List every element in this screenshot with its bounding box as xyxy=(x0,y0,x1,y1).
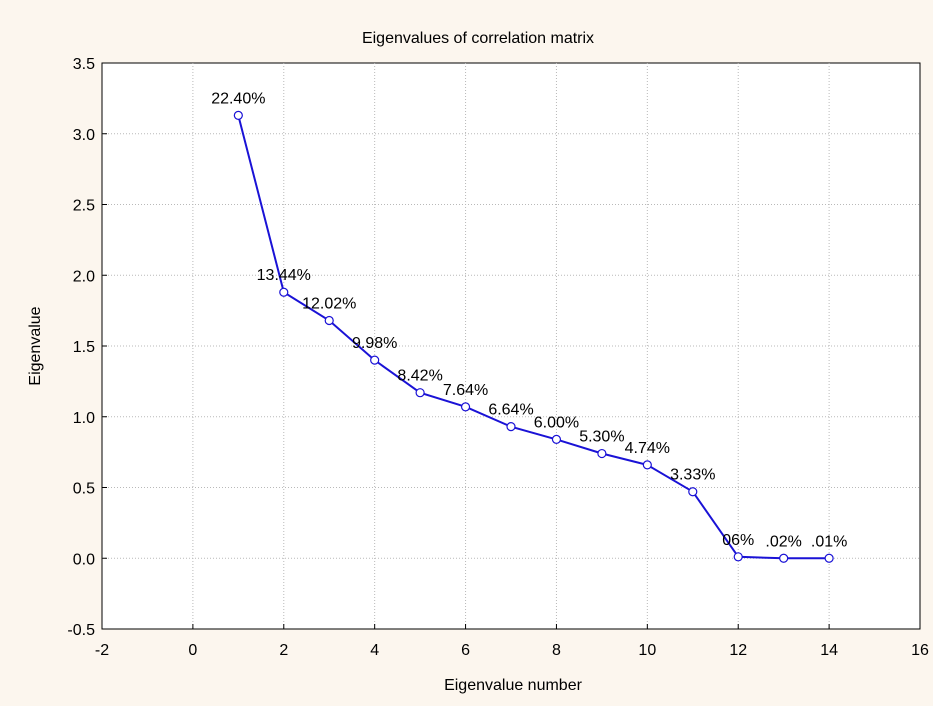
y-tick-label: 1.0 xyxy=(73,410,95,427)
y-tick-label: 0.0 xyxy=(73,551,95,568)
x-tick-label: 4 xyxy=(370,642,379,659)
point-percent-label: 6.00% xyxy=(534,414,579,431)
eigenvalue-data-point xyxy=(642,460,652,470)
point-percent-label: 5.30% xyxy=(579,429,624,446)
eigenvalue-series-line xyxy=(237,115,830,560)
point-label-layer: 22.40% 13.44% 12.02% 9.98%8.42%7.64%6.64%6.… xyxy=(211,90,847,550)
eigenvalue-data-point xyxy=(506,422,516,432)
eigenvalue-data-point xyxy=(733,552,743,562)
point-percent-label: 4.74% xyxy=(625,440,670,457)
x-tick-label: 12 xyxy=(729,642,747,659)
eigenvalue-data-point xyxy=(233,110,243,120)
point-percent-label: 06% xyxy=(722,532,754,549)
y-tick-label: 3.0 xyxy=(73,127,95,144)
point-percent-label: .02% xyxy=(765,533,801,550)
y-tick-label: 2.5 xyxy=(73,198,95,215)
eigenvalue-data-point xyxy=(370,355,380,365)
point-percent-label: 9.98% xyxy=(352,335,397,352)
x-tick-label: 14 xyxy=(820,642,838,659)
y-axis-label: Eigenvalue xyxy=(27,306,44,385)
y-tick-label: 0.5 xyxy=(73,481,95,498)
eigenvalue-data-point xyxy=(597,448,607,459)
eigenvalue-data-point xyxy=(824,553,834,563)
eigenvalue-data-point xyxy=(779,553,789,563)
y-tick-label: 1.5 xyxy=(73,339,95,356)
point-percent-label: 22.40% xyxy=(211,90,265,107)
point-percent-label: .01% xyxy=(811,533,847,550)
x-tick-label: 0 xyxy=(188,642,197,659)
point-percent-label: 7.64% xyxy=(443,382,488,399)
point-percent-label: 6.64% xyxy=(488,402,533,419)
point-percent-label: 3.33% xyxy=(670,467,715,484)
eigenvalue-data-point xyxy=(688,487,698,497)
x-tick-label: 6 xyxy=(461,642,470,659)
x-tick-label: -2 xyxy=(95,642,109,659)
chart-title: Eigenvalues of correlation matrix xyxy=(362,30,594,47)
x-tick-label: 8 xyxy=(552,642,561,659)
y-tick-label: 3.5 xyxy=(73,56,95,73)
x-axis-label: Eigenvalue number xyxy=(444,677,583,694)
y-tick-label: -0.5 xyxy=(67,622,95,639)
eigenvalue-data-point xyxy=(415,388,425,398)
eigenvalue-data-point xyxy=(460,402,471,412)
point-percent-label: 12.02% xyxy=(302,296,356,313)
x-tick-label: 2 xyxy=(279,642,288,659)
series-layer xyxy=(233,110,834,563)
x-tick-label: 16 xyxy=(911,642,929,659)
y-tick-label: 2.0 xyxy=(73,268,95,285)
point-percent-label: 8.42% xyxy=(397,368,442,385)
eigenvalue-data-point xyxy=(551,434,562,444)
axis-ticks: -2 0 2 4 6 8 10 12 14 16 -0.5 0.0 0.5 1.0 1.5 2.0 2.5 3.0… xyxy=(67,56,929,659)
point-percent-label: 13.44% xyxy=(257,267,311,284)
eigenvalue-data-point xyxy=(279,287,289,297)
eigenvalue-data-point xyxy=(324,315,334,326)
x-tick-label: 10 xyxy=(638,642,656,659)
